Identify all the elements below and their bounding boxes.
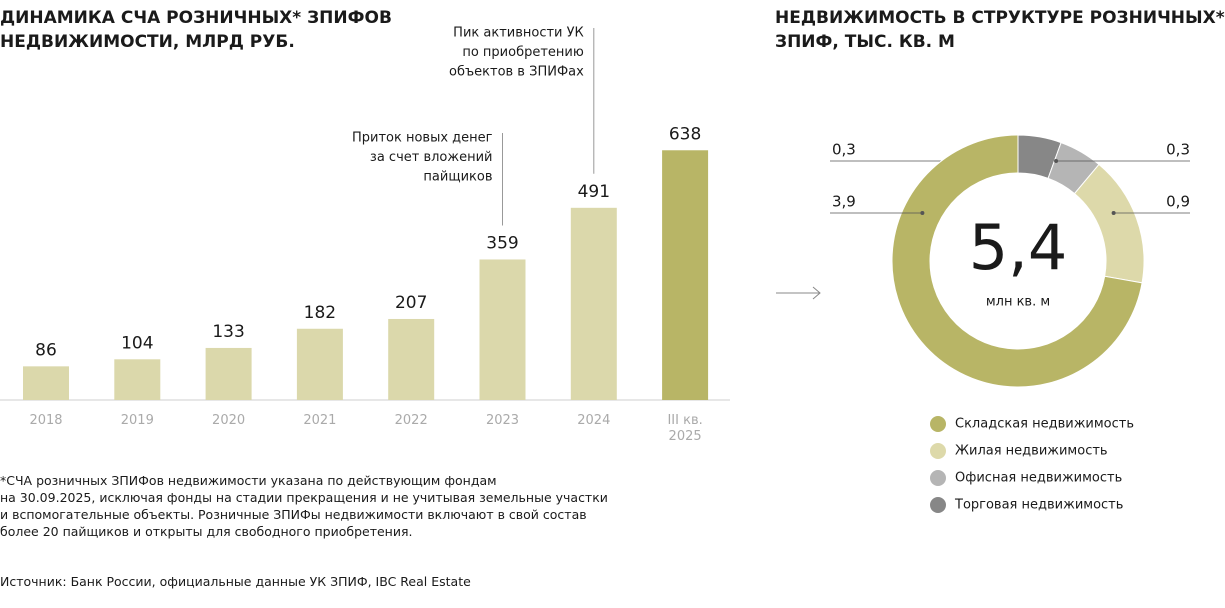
annotation: за счет вложений (370, 150, 493, 165)
value-label: 0,3 (832, 141, 856, 159)
footnote: и вспомогательные объекты. Розничные ЗПИ… (0, 507, 587, 522)
bar (296, 328, 343, 400)
source: Источник: Банк России, официальные данны… (0, 574, 471, 589)
value-label: 207 (395, 293, 427, 313)
annotation: Пик активности УК (453, 26, 584, 41)
value-label: 0,3 (1166, 141, 1190, 159)
donut-segment (1073, 163, 1145, 284)
total-value: 5,4 (969, 211, 1068, 284)
x-tick-label: 2019 (120, 413, 154, 428)
legend-label: Торговая недвижимость (954, 498, 1123, 513)
legend-swatch (930, 470, 946, 486)
x-tick-label: 2018 (29, 413, 63, 428)
chart-title: НЕДВИЖИМОСТИ, МЛРД РУБ. (0, 32, 295, 52)
x-tick-label: 2021 (303, 413, 337, 428)
leader-dot (1054, 159, 1059, 163)
bar (662, 150, 709, 400)
value-label: 182 (304, 303, 336, 323)
bar (388, 318, 435, 400)
total-unit: млн кв. м (986, 295, 1050, 310)
donut-segment (891, 134, 1143, 388)
leader-dot (1111, 211, 1116, 215)
legend-swatch (930, 497, 946, 513)
bar (205, 347, 252, 400)
legend-swatch (930, 416, 946, 432)
legend-label: Жилая недвижимость (955, 444, 1108, 459)
value-label: 359 (486, 233, 518, 253)
bar (23, 366, 69, 400)
chart-title: ЗПИФ, ТЫС. КВ. М (775, 32, 955, 52)
chart-title: НЕДВИЖИМОСТЬ В СТРУКТУРЕ РОЗНИЧНЫХ* (775, 8, 1225, 28)
value-label: 104 (121, 333, 153, 353)
legend-label: Офисная недвижимость (955, 471, 1122, 486)
bar (479, 259, 526, 400)
bar (114, 359, 161, 400)
chart-title: ДИНАМИКА СЧА РОЗНИЧНЫХ* ЗПИФОВ (0, 8, 392, 28)
footnote: на 30.09.2025, исключая фонды на стадии … (0, 490, 608, 505)
value-label: 491 (578, 182, 610, 202)
arrow (776, 286, 821, 300)
value-label: 86 (35, 340, 57, 360)
footnote: более 20 пайщиков и открыты для свободно… (0, 524, 413, 539)
footnote: *СЧА розничных ЗПИФов недвижимости указа… (0, 473, 497, 488)
x-tick-label: 2020 (212, 413, 246, 428)
x-tick-label: 2023 (485, 413, 520, 428)
legend-label: Складская недвижимость (955, 417, 1134, 432)
x-tick-label: 2022 (394, 413, 428, 428)
annotation: по приобретению (462, 45, 584, 60)
leader-dot (920, 211, 925, 215)
bar (570, 207, 617, 400)
value-label: 133 (212, 322, 244, 342)
annotation: объектов в ЗПИФах (449, 65, 584, 80)
annotation: пайщиков (423, 170, 492, 185)
legend-swatch (930, 443, 946, 459)
x-tick-label: III кв. 2025 (667, 413, 703, 444)
value-label: 638 (669, 124, 701, 144)
x-tick-label: 2024 (577, 413, 611, 428)
value-label: 3,9 (832, 193, 856, 211)
annotation: Приток новых денег (352, 131, 493, 146)
value-label: 0,9 (1166, 193, 1190, 211)
